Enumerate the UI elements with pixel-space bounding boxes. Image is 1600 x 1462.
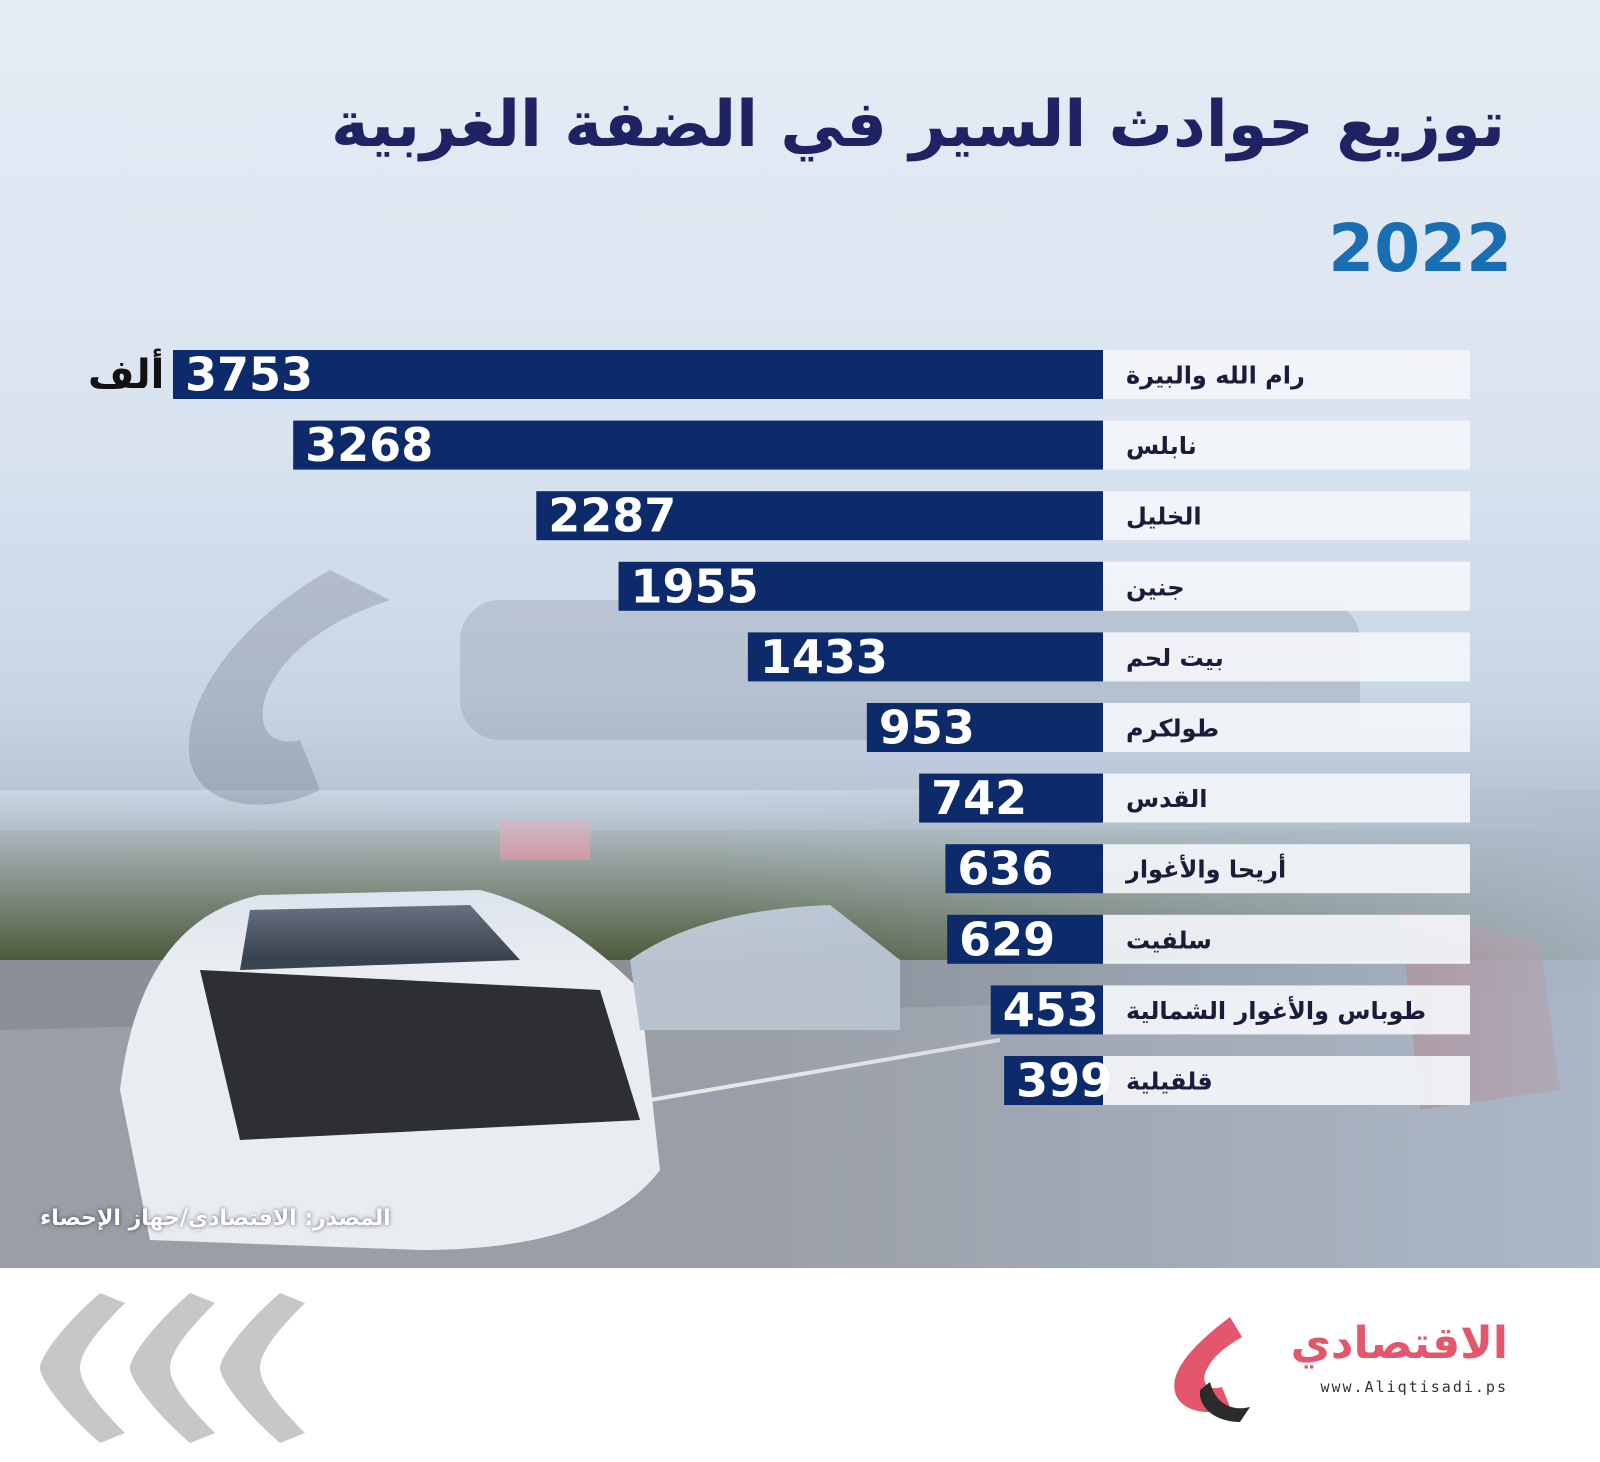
unit-label: ألف	[88, 352, 165, 398]
bar-value: 1433	[760, 630, 888, 684]
category-label: قلقيلية	[1126, 1068, 1213, 1096]
bar-value: 742	[931, 771, 1027, 825]
category-label: سلفيت	[1126, 926, 1212, 954]
bar-value: 2287	[548, 489, 676, 543]
category-label: بيت لحم	[1126, 644, 1224, 672]
bar-value: 3268	[305, 418, 433, 472]
bar-label-bg	[1103, 985, 1470, 1035]
bar-label-bg	[1103, 561, 1470, 611]
bar-label-bg	[1103, 703, 1470, 752]
page-title: توزيع حوادث السير في الضفة الغربية	[331, 88, 1505, 162]
bar-value: 629	[959, 912, 1055, 966]
bar-label-bg	[1103, 914, 1470, 964]
category-label: طوباس والأغوار الشمالية	[1126, 996, 1426, 1025]
bar	[747, 632, 1103, 682]
chevrons-icon	[40, 1293, 305, 1443]
bar	[536, 491, 1103, 541]
category-label: طولكرم	[1126, 715, 1219, 743]
bar-value: 1955	[631, 559, 759, 613]
bar-chart: 3753 رام الله والبيرة 3268 نابلس 2287 الخليل 1…	[173, 348, 1470, 1108]
bar	[945, 844, 1103, 894]
bar	[947, 914, 1103, 964]
bar-label-bg	[1103, 491, 1470, 541]
bar-value: 453	[1003, 983, 1099, 1037]
category-label: الخليل	[1126, 503, 1202, 531]
bar	[173, 350, 1103, 399]
category-label: رام الله والبيرة	[1126, 362, 1305, 390]
bar	[293, 420, 1103, 470]
bar-label-bg	[1103, 844, 1470, 894]
year-label: 2022	[1328, 210, 1512, 287]
bar	[866, 703, 1103, 752]
bar	[990, 985, 1103, 1035]
source-note: المصدر: الاقتصادي/جهاز الإحصاء	[40, 1206, 391, 1231]
category-label: جنين	[1126, 573, 1185, 601]
bar-label-bg	[1103, 350, 1470, 399]
category-label: أريحا والأغوار	[1125, 854, 1286, 884]
category-label: نابلس	[1126, 432, 1197, 460]
bar	[919, 773, 1103, 823]
bar-value: 953	[879, 701, 975, 755]
logo-url: www.Aliqtisadi.ps	[1320, 1378, 1508, 1396]
logo-icon	[1174, 1317, 1250, 1422]
bar-value: 399	[1016, 1054, 1112, 1108]
bar	[618, 561, 1103, 611]
bar	[1004, 1056, 1103, 1105]
bar-label-bg	[1103, 1056, 1470, 1105]
category-label: القدس	[1126, 785, 1208, 813]
bar-value: 3753	[185, 348, 313, 402]
bar-label-bg	[1103, 420, 1470, 470]
bar-label-bg	[1103, 773, 1470, 823]
bar-label-bg	[1103, 632, 1470, 682]
bar-value: 636	[957, 842, 1053, 896]
logo-name: الاقتصادي	[1290, 1318, 1508, 1369]
